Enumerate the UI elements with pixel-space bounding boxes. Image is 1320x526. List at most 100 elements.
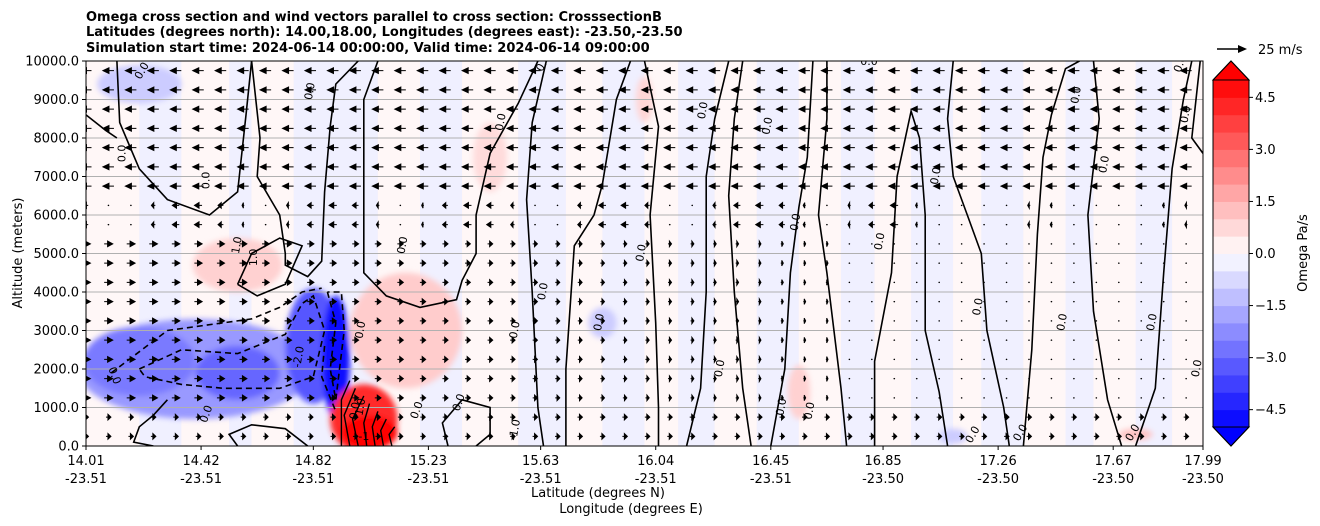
- wind-vector: [865, 144, 878, 152]
- colorbar-segment: [1213, 270, 1249, 289]
- wind-vector: [483, 105, 496, 113]
- wind-vector: [622, 297, 628, 306]
- wind-vector: [797, 124, 810, 132]
- wind-vector: [173, 413, 180, 422]
- wind-vector: [915, 377, 918, 380]
- wind-vector: [802, 202, 806, 209]
- wind-vector: [960, 320, 963, 322]
- wind-vector: [556, 204, 559, 207]
- wind-vector: [393, 86, 406, 94]
- wind-vector: [893, 243, 896, 245]
- wind-vector: [399, 204, 402, 207]
- wind-vector: [348, 144, 361, 152]
- wind-vector: [1022, 163, 1035, 171]
- wind-vector: [981, 432, 988, 441]
- wind-vector: [150, 201, 156, 210]
- wind-vector: [824, 413, 831, 422]
- wind-vector: [1185, 339, 1187, 341]
- wind-vector: [893, 320, 896, 322]
- wind-vector: [86, 317, 92, 324]
- wind-vector: [1118, 320, 1120, 322]
- wind-vector: [730, 86, 743, 94]
- wind-vector: [505, 86, 519, 94]
- wind-vector: [600, 393, 606, 402]
- wind-vector: [983, 339, 985, 341]
- wind-vector: [775, 86, 788, 94]
- wind-vector: [262, 297, 271, 306]
- wind-vector: [104, 259, 114, 267]
- wind-vector: [954, 182, 968, 190]
- wind-vector: [1071, 413, 1078, 422]
- wind-vector: [461, 67, 474, 75]
- wind-vector: [216, 317, 226, 325]
- wind-vector: [1073, 243, 1075, 245]
- wind-vector: [195, 432, 202, 441]
- wind-vector: [663, 144, 676, 152]
- x-tick-label-lon: -23.51: [407, 472, 449, 487]
- wind-vector: [240, 432, 247, 441]
- wind-vector: [217, 220, 224, 229]
- wind-vector: [1157, 163, 1170, 171]
- wind-vector: [758, 277, 762, 288]
- wind-vector: [752, 182, 766, 190]
- wind-vector: [1067, 124, 1080, 132]
- wind-vector: [352, 278, 360, 287]
- wind-vector: [442, 374, 449, 383]
- y-axis-ticks: 0.0 1000.0 2000.0 3000.0 4000.0 5000.0 6000.0 7…: [25, 55, 86, 455]
- chart-title-line-3: Simulation start time: 2024-06-14 00:00:…: [86, 41, 650, 56]
- wind-vector: [351, 201, 359, 210]
- wind-vector: [1073, 204, 1075, 207]
- wind-vector: [871, 397, 873, 399]
- colorbar-extend-min: [1211, 426, 1251, 447]
- wind-vector: [124, 163, 137, 171]
- wind-vector: [419, 317, 427, 325]
- wind-vector: [306, 201, 314, 210]
- wind-vector: [1184, 200, 1188, 211]
- y-tick-label: 2000.0: [34, 363, 80, 378]
- wind-vector: [959, 432, 965, 441]
- wind-vector: [893, 300, 896, 303]
- contour-label: 0.0: [408, 400, 426, 421]
- wind-vector: [910, 124, 923, 132]
- wind-vector: [1005, 339, 1008, 341]
- wind-vector: [326, 124, 339, 132]
- wind-vector: [483, 163, 496, 171]
- wind-vector: [645, 316, 650, 326]
- colorbar-segment: [1213, 409, 1249, 428]
- wind-vector: [848, 243, 851, 245]
- contour-label: 0.0: [633, 243, 649, 262]
- wind-vector: [1028, 397, 1030, 399]
- contour-zero: [227, 423, 309, 446]
- wind-vector: [1162, 300, 1165, 303]
- wind-vector: [393, 124, 406, 132]
- wind-vector: [848, 262, 851, 264]
- wind-vector: [532, 239, 539, 248]
- wind-vector: [754, 201, 764, 210]
- wind-vector: [193, 201, 203, 210]
- wind-vector: [487, 259, 494, 268]
- wind-vector: [216, 240, 226, 248]
- wind-vector: [532, 336, 539, 345]
- wind-vector: [1005, 243, 1008, 245]
- wind-vector: [352, 240, 360, 248]
- x-tick-label-lat: 17.26: [980, 454, 1017, 469]
- wind-vector: [645, 335, 650, 345]
- contour-zero: [525, 61, 548, 446]
- wind-vector: [977, 105, 990, 113]
- wind-vector: [442, 297, 449, 306]
- wind-vector: [938, 281, 940, 284]
- wind-vector: [393, 163, 406, 171]
- wind-vector: [577, 413, 584, 422]
- wind-vector: [351, 220, 359, 229]
- wind-vector: [216, 336, 226, 344]
- wind-vector: [690, 239, 695, 249]
- wind-vector: [281, 105, 294, 113]
- wind-vector: [421, 221, 424, 228]
- wind-vector: [1089, 67, 1102, 75]
- wind-vector: [846, 413, 853, 422]
- x-tick-label-lon: -23.51: [520, 472, 562, 487]
- wind-vector: [239, 317, 248, 325]
- contour-label: 0.0: [105, 365, 123, 386]
- wind-vector: [1134, 163, 1147, 171]
- wind-vector: [691, 204, 694, 207]
